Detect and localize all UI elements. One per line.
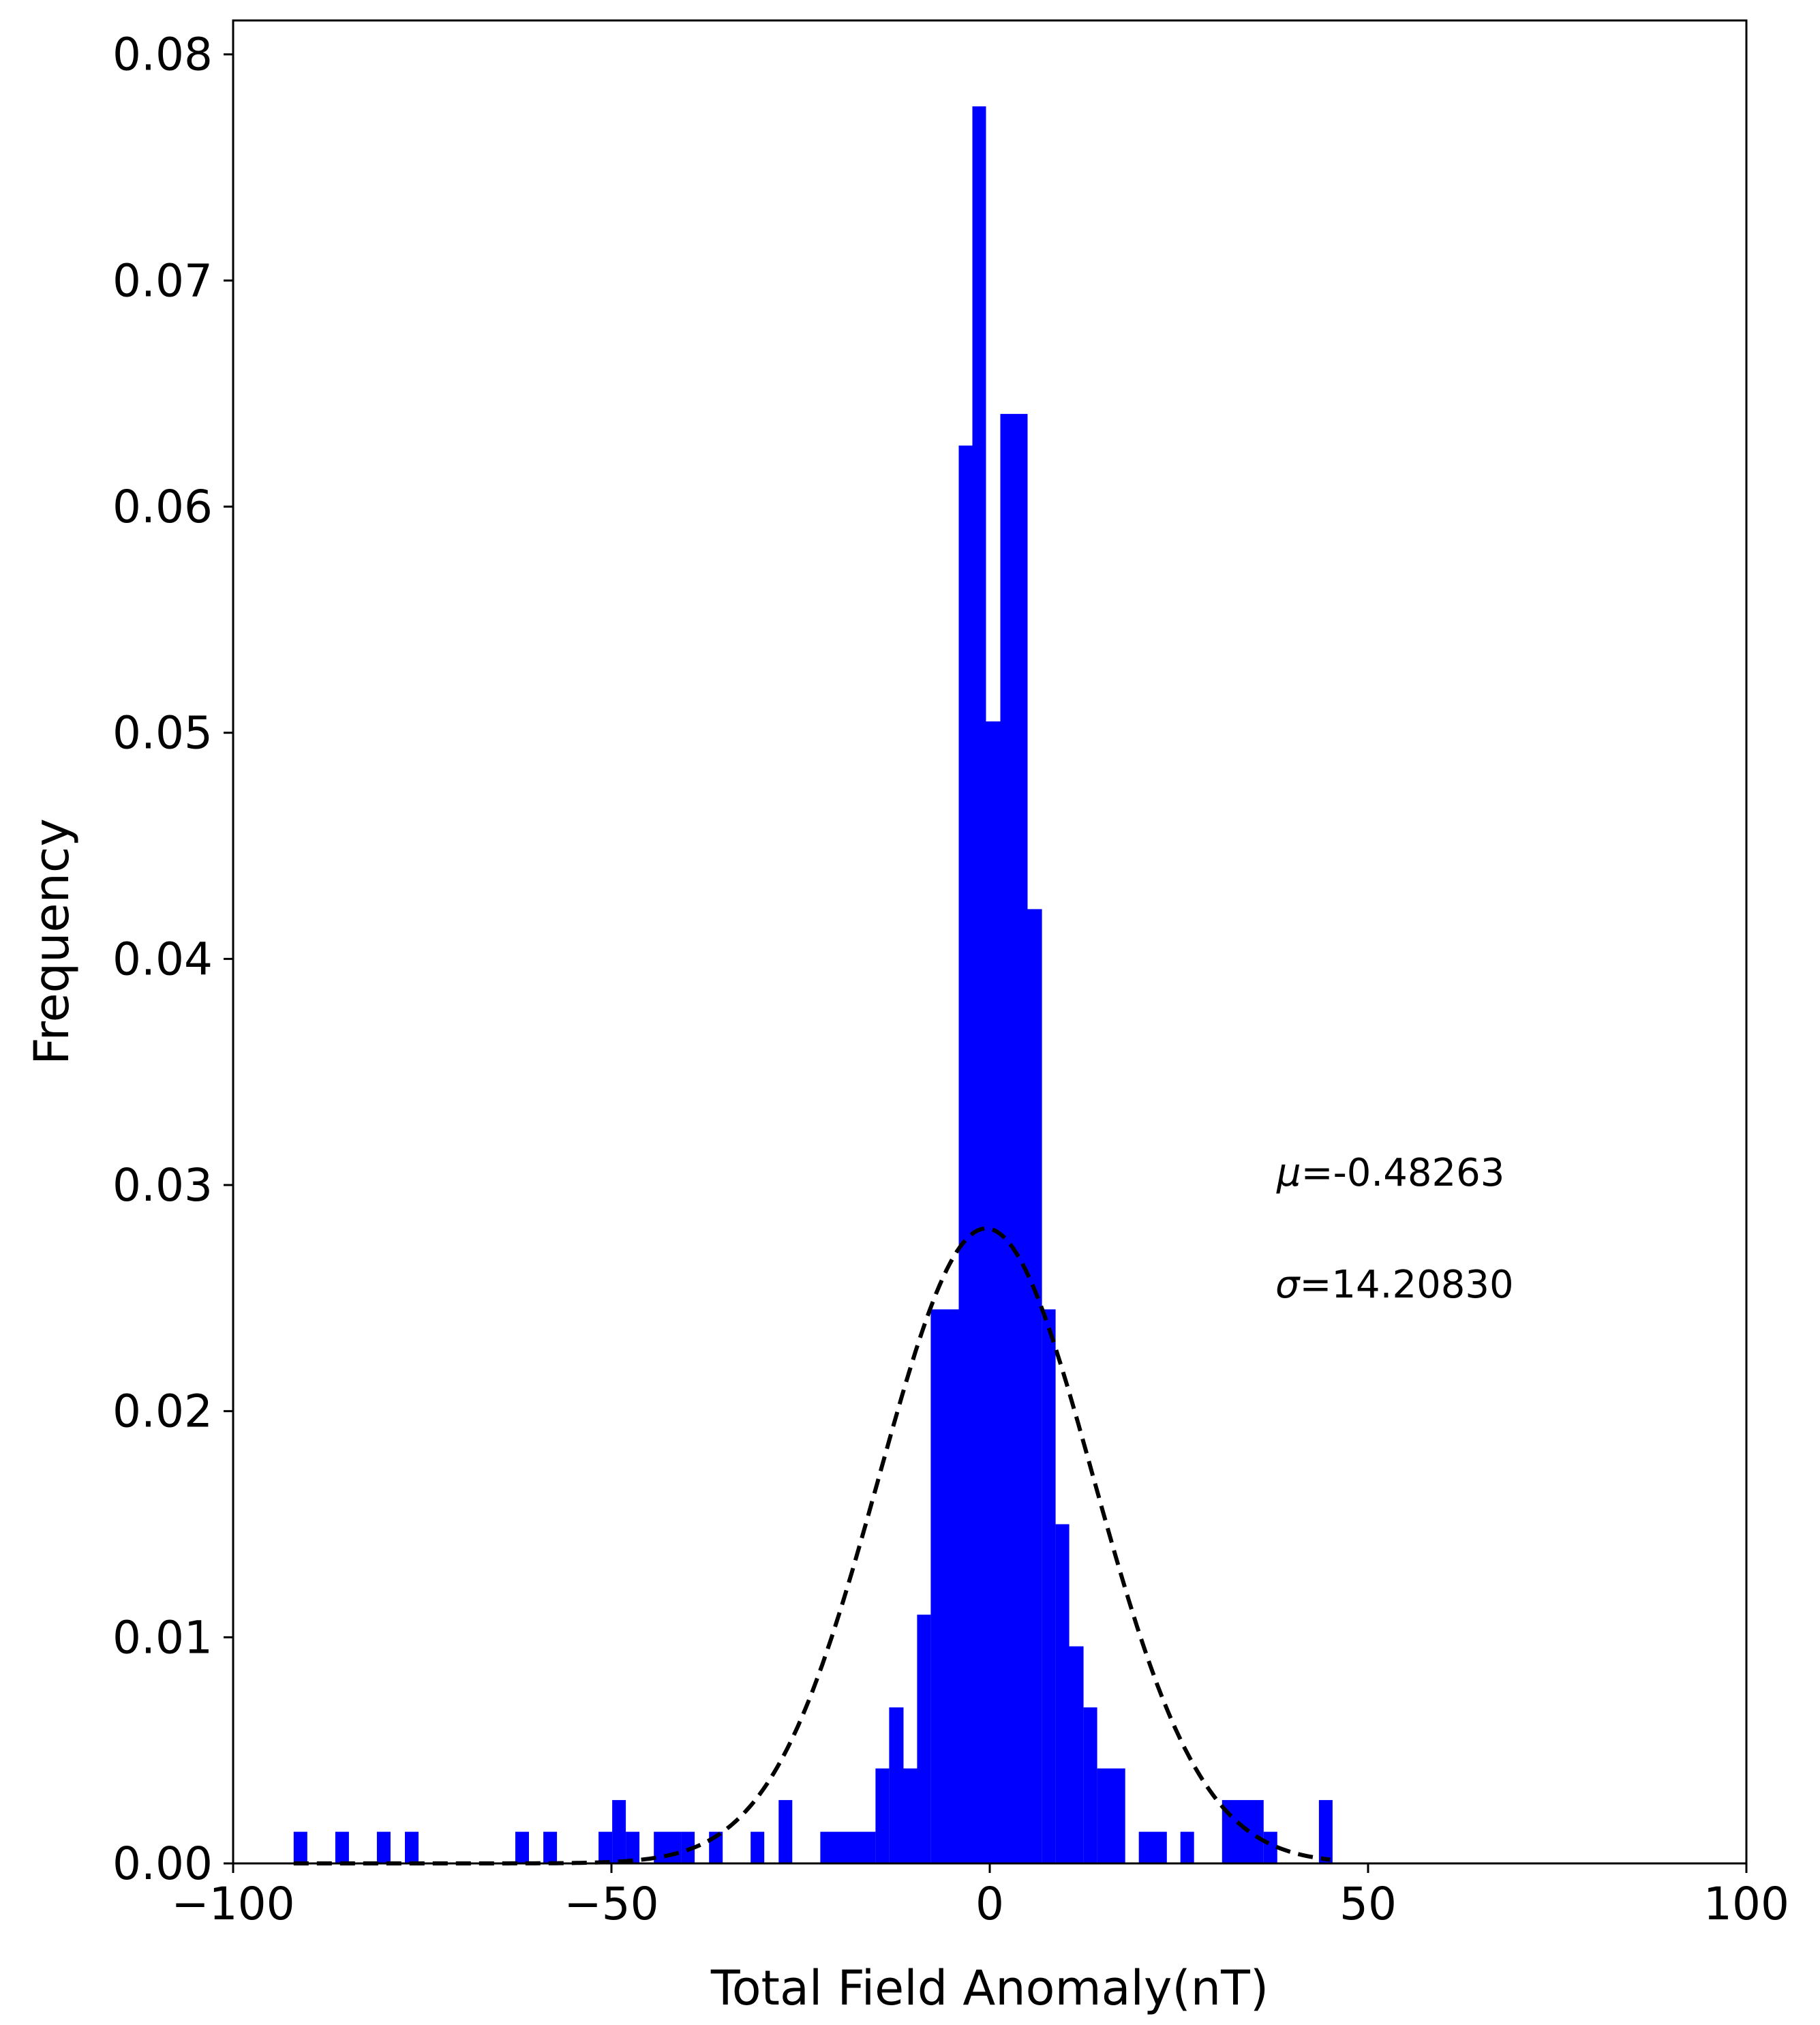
sigma-value: =14.20830 bbox=[1300, 1263, 1514, 1307]
x-tick-label-4: 100 bbox=[1703, 1878, 1789, 1930]
histogram-bar-27 bbox=[1069, 1646, 1084, 1863]
histogram-bar-6 bbox=[598, 1831, 613, 1863]
histogram-bar-9 bbox=[654, 1831, 682, 1863]
histogram-bar-7 bbox=[612, 1800, 626, 1863]
x-axis-label: Total Field Anomaly(nT) bbox=[710, 1960, 1269, 2016]
x-tick-label-2: 0 bbox=[975, 1878, 1004, 1930]
y-tick-label-2: 0.02 bbox=[112, 1385, 213, 1438]
histogram-bar-2 bbox=[376, 1831, 391, 1863]
y-tick-label-7: 0.07 bbox=[112, 254, 213, 307]
x-tick-label-3: 50 bbox=[1339, 1878, 1397, 1930]
y-tick-label-3: 0.03 bbox=[112, 1159, 213, 1212]
histogram-bar-30 bbox=[1138, 1831, 1167, 1863]
histogram-bars bbox=[293, 106, 1333, 1863]
histogram-bar-20 bbox=[958, 445, 973, 1863]
y-axis: 0.00 0.01 0.02 0.03 0.04 0.05 0.06 0.07 0.08 bbox=[112, 29, 233, 1890]
histogram-bar-28 bbox=[1083, 1707, 1097, 1863]
histogram-bar-21 bbox=[972, 106, 986, 1863]
histogram-bar-17 bbox=[903, 1768, 917, 1863]
sigma-annotation: σ=14.20830 bbox=[1275, 1263, 1514, 1307]
x-tick-label-0: −100 bbox=[171, 1878, 294, 1930]
histogram-bar-12 bbox=[750, 1831, 765, 1863]
histogram-bar-26 bbox=[1055, 1524, 1070, 1863]
y-axis-label: Frequency bbox=[24, 818, 80, 1065]
histogram-bar-33 bbox=[1263, 1831, 1277, 1863]
y-tick-label-8: 0.08 bbox=[112, 29, 213, 81]
y-tick-label-1: 0.01 bbox=[112, 1611, 213, 1664]
histogram-bar-0 bbox=[293, 1831, 307, 1863]
histogram-bar-5 bbox=[543, 1831, 558, 1863]
histogram-bar-14 bbox=[820, 1831, 876, 1863]
histogram-bar-10 bbox=[681, 1831, 695, 1863]
histogram-bar-34 bbox=[1318, 1800, 1333, 1863]
x-axis: −100 −50 0 50 100 bbox=[171, 1863, 1789, 1930]
y-tick-label-4: 0.04 bbox=[112, 933, 213, 985]
histogram-bar-23 bbox=[1000, 414, 1028, 1863]
x-tick-label-1: −50 bbox=[564, 1878, 658, 1930]
histogram-bar-1 bbox=[335, 1831, 349, 1863]
histogram-bar-25 bbox=[1042, 1309, 1056, 1863]
histogram-bar-32 bbox=[1222, 1800, 1264, 1863]
histogram-bar-8 bbox=[626, 1831, 640, 1863]
normal-fit-curve bbox=[293, 1226, 1331, 1865]
y-tick-label-0: 0.00 bbox=[112, 1837, 213, 1890]
mu-value: =-0.48263 bbox=[1301, 1151, 1505, 1195]
histogram-bar-22 bbox=[986, 721, 1001, 1863]
mu-symbol: μ bbox=[1276, 1151, 1301, 1195]
histogram-bar-16 bbox=[889, 1707, 904, 1863]
histogram-bar-15 bbox=[875, 1768, 890, 1863]
histogram-bar-4 bbox=[515, 1831, 529, 1863]
y-tick-label-5: 0.05 bbox=[112, 707, 213, 760]
histogram-bar-3 bbox=[405, 1831, 419, 1863]
histogram-bar-13 bbox=[778, 1800, 793, 1863]
sigma-symbol: σ bbox=[1275, 1263, 1301, 1307]
mu-annotation: μ=-0.48263 bbox=[1276, 1151, 1504, 1195]
histogram-bar-19 bbox=[930, 1309, 959, 1863]
histogram-bar-18 bbox=[917, 1615, 931, 1863]
histogram-bar-24 bbox=[1027, 909, 1042, 1863]
histogram-bar-29 bbox=[1097, 1768, 1125, 1863]
histogram-bar-31 bbox=[1180, 1831, 1194, 1863]
y-tick-label-6: 0.06 bbox=[112, 481, 213, 533]
